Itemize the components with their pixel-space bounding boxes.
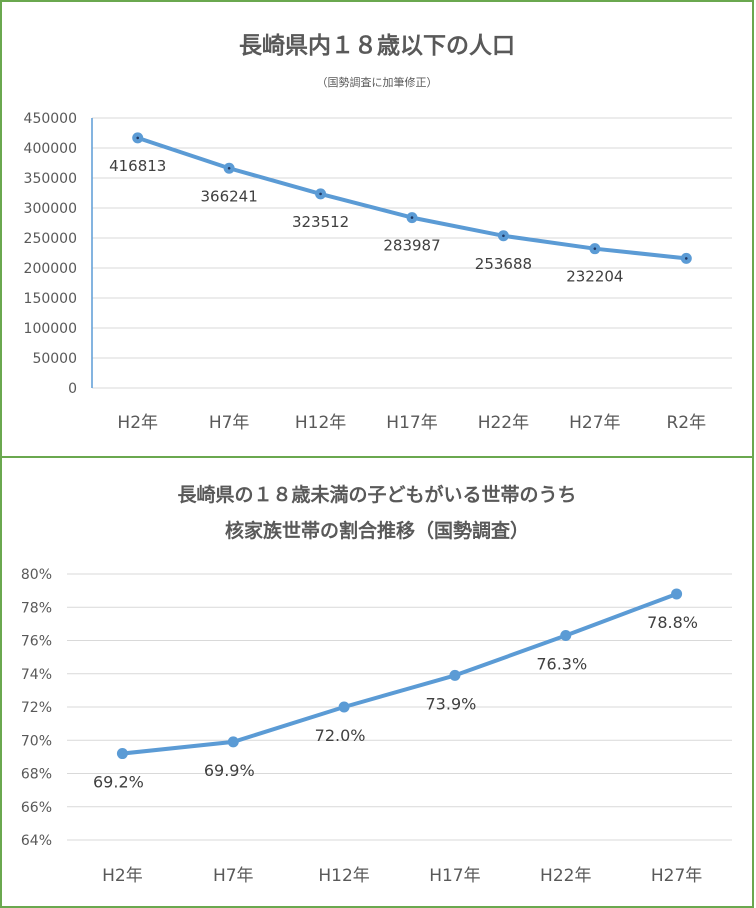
data-point-center [319,192,322,196]
x-tick-label: H27年 [569,413,620,433]
data-point [560,630,572,642]
data-point-center [684,257,688,260]
y-tick-label: 250000 [24,231,77,247]
y-tick-label: 0 [68,381,77,397]
y-tick-label: 76% [21,634,52,650]
x-tick-label: H7年 [209,413,250,433]
y-tick-label: 200000 [24,261,77,277]
data-point-center [410,216,414,219]
data-label: 73.9% [426,694,477,713]
y-tick-label: 70% [21,733,52,749]
x-tick-label: H17年 [429,866,480,886]
y-tick-label: 64% [21,833,52,849]
population-chart-title: 長崎県内１８歳以下の人口 [239,33,515,59]
data-label: 78.8% [647,613,698,632]
y-tick-label: 350000 [24,171,77,187]
x-tick-label: H17年 [386,413,437,433]
data-label: 232204 [566,268,623,286]
data-label: 76.3% [536,655,587,674]
population-chart-subtitle: （国勢調査に加筆修正） [316,76,438,89]
x-tick-label: H22年 [540,866,591,886]
y-tick-label: 450000 [24,111,77,127]
data-label: 366241 [201,187,258,205]
y-tick-label: 100000 [24,321,77,337]
x-tick-label: H7年 [213,866,254,886]
y-tick-label: 78% [21,600,52,616]
data-point-center [593,247,597,250]
x-tick-label: H12年 [318,866,369,886]
data-label: 253688 [475,255,532,273]
x-tick-label: H12年 [295,413,346,433]
data-point-center [502,234,505,238]
data-point [671,588,683,600]
nuclear-family-line-chart: 64% 66% 68% 70% 72% 74% 76% 78% 80% H2年 H7年 H12年 H17… [21,567,732,886]
nuclear-family-chart-title-line2: 核家族世帯の割合推移（国勢調査） [224,520,529,542]
y-tick-label: 74% [21,667,52,683]
data-label: 72.0% [315,726,366,745]
data-point [116,748,128,760]
population-chart-panel: 長崎県内１８歳以下の人口 （国勢調査に加筆修正） 0 50000 100000 150… [0,0,754,458]
x-tick-label: H2年 [117,413,158,433]
data-label: 283987 [383,237,440,255]
data-label: 323512 [292,213,349,231]
nuclear-family-chart-panel: 長崎県の１８歳未満の子どもがいる世帯のうち 核家族世帯の割合推移（国勢調査） 6… [0,456,754,908]
nuclear-family-chart-title-line1: 長崎県の１８歳未満の子どもがいる世帯のうち [177,484,577,506]
y-tick-label: 150000 [24,291,77,307]
x-tick-label: H22年 [478,413,529,433]
data-point [227,736,239,748]
data-point [449,669,461,681]
data-point-center [227,166,231,170]
data-point-center [136,136,140,140]
y-tick-label: 66% [21,800,52,816]
y-tick-label: 300000 [24,201,77,217]
y-tick-label: 400000 [24,141,77,157]
series-line [120,591,679,756]
data-point [338,701,350,713]
data-label: 69.2% [93,773,144,792]
x-tick-label: H2年 [102,866,143,886]
data-label: 69.9% [204,761,255,780]
y-tick-label: 72% [21,700,52,716]
x-tick-label: R2年 [666,413,706,433]
y-tick-label: 80% [21,567,52,583]
x-tick-label: H27年 [651,866,702,886]
y-tick-label: 68% [21,767,52,783]
data-label: 416813 [109,157,166,175]
population-line-chart: 0 50000 100000 150000 200000 250000 300000 3500… [24,111,732,433]
y-tick-label: 50000 [32,351,77,367]
